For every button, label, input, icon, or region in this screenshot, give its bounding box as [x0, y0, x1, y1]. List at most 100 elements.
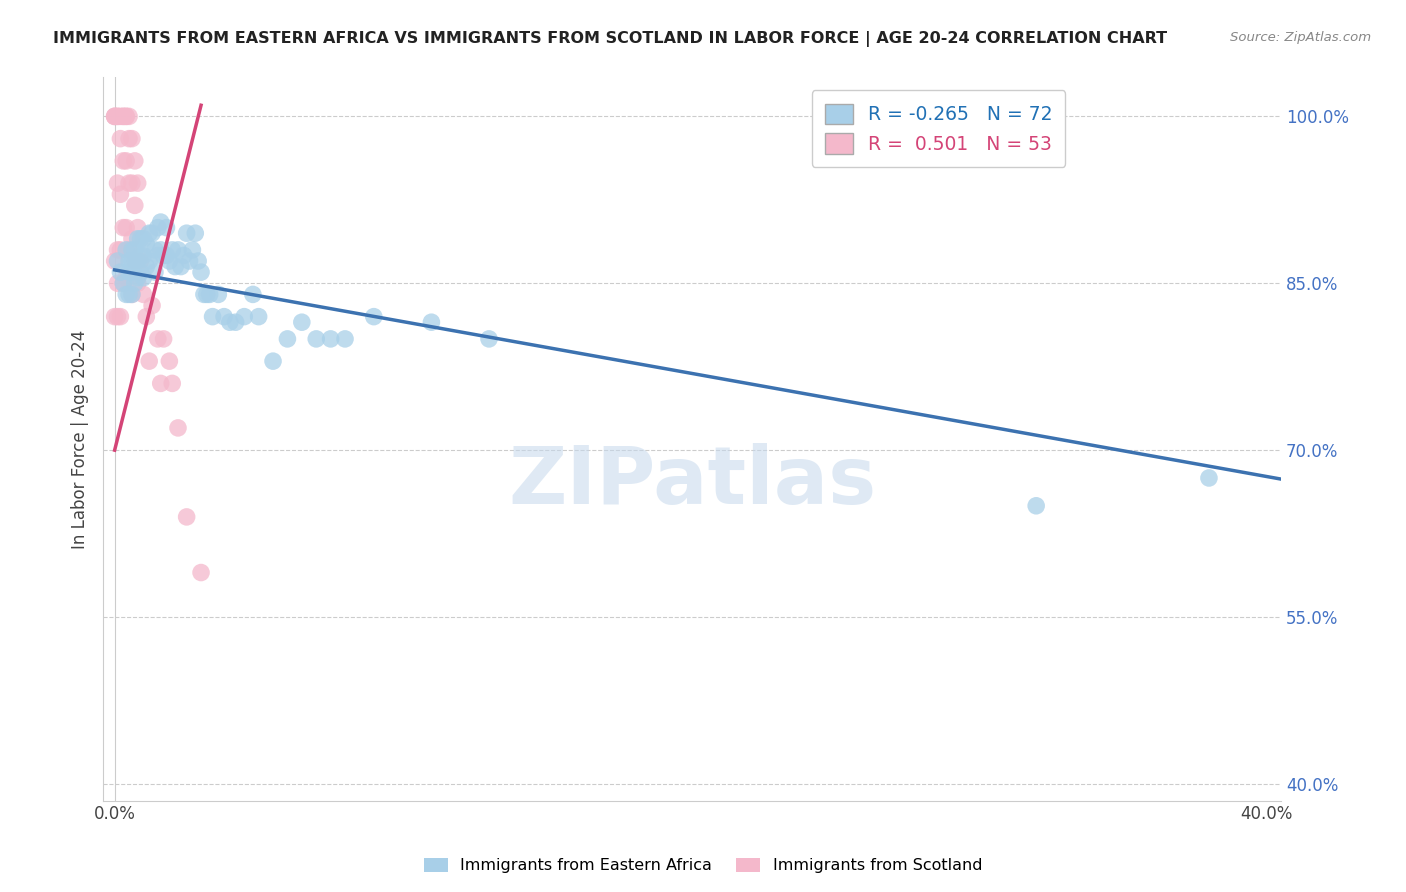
Point — [110, 265, 132, 279]
Point — [107, 109, 129, 123]
Point — [124, 198, 146, 212]
Text: ZIPatlas: ZIPatlas — [508, 443, 876, 522]
Point — [115, 243, 138, 257]
Point — [132, 287, 155, 301]
Point — [233, 310, 256, 324]
Point — [104, 109, 127, 123]
Point — [115, 153, 138, 168]
Point — [190, 566, 212, 580]
Point — [127, 220, 149, 235]
Point — [129, 248, 152, 262]
Point — [121, 265, 143, 279]
Legend: Immigrants from Eastern Africa, Immigrants from Scotland: Immigrants from Eastern Africa, Immigran… — [418, 851, 988, 880]
Point — [420, 315, 443, 329]
Point — [127, 254, 149, 268]
Point — [146, 248, 169, 262]
Point — [157, 254, 180, 268]
Point — [110, 243, 132, 257]
Point — [127, 176, 149, 190]
Point — [305, 332, 328, 346]
Point — [478, 332, 501, 346]
Point — [104, 310, 127, 324]
Point — [157, 354, 180, 368]
Point — [152, 332, 174, 346]
Point — [110, 131, 132, 145]
Point — [181, 243, 204, 257]
Point — [225, 315, 247, 329]
Point — [124, 254, 146, 268]
Point — [135, 310, 157, 324]
Point — [276, 332, 298, 346]
Point — [115, 109, 138, 123]
Point — [121, 254, 143, 268]
Point — [190, 265, 212, 279]
Point — [184, 226, 207, 240]
Point — [155, 248, 177, 262]
Legend: R = -0.265   N = 72, R =  0.501   N = 53: R = -0.265 N = 72, R = 0.501 N = 53 — [811, 90, 1066, 167]
Point — [212, 310, 235, 324]
Point — [187, 254, 209, 268]
Point — [152, 248, 174, 262]
Point — [107, 109, 129, 123]
Point — [127, 270, 149, 285]
Point — [149, 243, 172, 257]
Point — [112, 109, 135, 123]
Point — [121, 287, 143, 301]
Point — [118, 287, 141, 301]
Point — [107, 243, 129, 257]
Point — [129, 232, 152, 246]
Point — [143, 265, 166, 279]
Point — [104, 109, 127, 123]
Point — [179, 254, 201, 268]
Point — [247, 310, 270, 324]
Point — [193, 287, 215, 301]
Point — [319, 332, 342, 346]
Point — [173, 248, 195, 262]
Point — [121, 243, 143, 257]
Point — [118, 176, 141, 190]
Point — [124, 277, 146, 291]
Point — [218, 315, 240, 329]
Point — [262, 354, 284, 368]
Point — [121, 287, 143, 301]
Point — [118, 254, 141, 268]
Text: Source: ZipAtlas.com: Source: ZipAtlas.com — [1230, 31, 1371, 45]
Point — [162, 243, 184, 257]
Point — [363, 310, 385, 324]
Point — [121, 131, 143, 145]
Text: IMMIGRANTS FROM EASTERN AFRICA VS IMMIGRANTS FROM SCOTLAND IN LABOR FORCE | AGE : IMMIGRANTS FROM EASTERN AFRICA VS IMMIGR… — [53, 31, 1167, 47]
Point — [1198, 471, 1220, 485]
Point — [176, 226, 198, 240]
Point — [115, 220, 138, 235]
Point — [1025, 499, 1047, 513]
Point — [138, 354, 160, 368]
Point — [176, 509, 198, 524]
Point — [112, 153, 135, 168]
Point — [149, 376, 172, 391]
Point — [333, 332, 356, 346]
Point — [242, 287, 264, 301]
Point — [138, 226, 160, 240]
Point — [110, 187, 132, 202]
Point — [112, 277, 135, 291]
Point — [107, 176, 129, 190]
Y-axis label: In Labor Force | Age 20-24: In Labor Force | Age 20-24 — [72, 329, 89, 549]
Point — [112, 220, 135, 235]
Point — [146, 220, 169, 235]
Point — [291, 315, 314, 329]
Point — [115, 287, 138, 301]
Point — [124, 153, 146, 168]
Point — [124, 243, 146, 257]
Point — [110, 109, 132, 123]
Point — [162, 376, 184, 391]
Point — [104, 109, 127, 123]
Point — [155, 220, 177, 235]
Point — [127, 232, 149, 246]
Point — [127, 277, 149, 291]
Point — [141, 299, 163, 313]
Point — [118, 265, 141, 279]
Point — [104, 254, 127, 268]
Point — [115, 270, 138, 285]
Point — [124, 254, 146, 268]
Point — [141, 226, 163, 240]
